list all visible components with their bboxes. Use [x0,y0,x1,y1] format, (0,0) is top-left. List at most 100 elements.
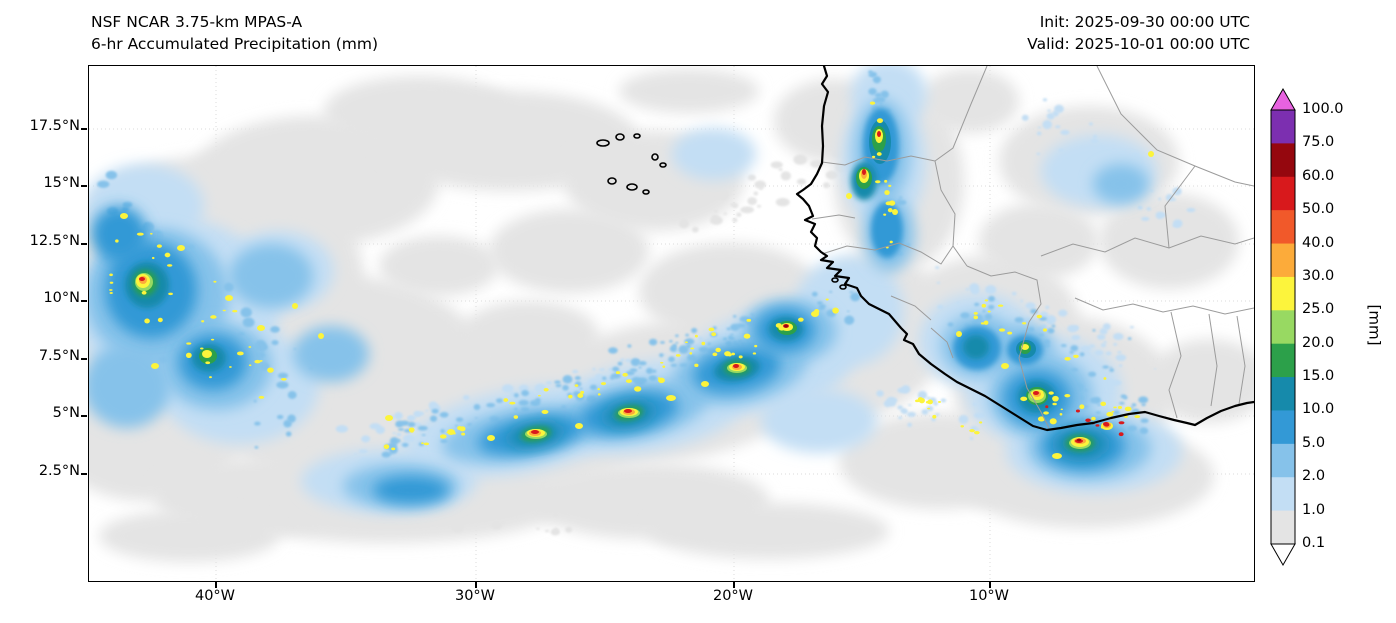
precip-blob [237,332,245,336]
precip-blob [731,352,735,356]
precip-blob [638,361,647,366]
precip-blob [988,304,995,310]
precip-blob [687,354,697,362]
precip-blob [574,376,581,380]
precip-blob [1103,422,1110,427]
precip-blob [927,399,933,405]
x-tick-mark [989,582,991,588]
precip-blob [520,407,530,412]
precip-blob [675,334,679,338]
precip-blob [318,333,324,339]
precip-blob [1129,325,1134,329]
precip-blob [432,519,440,525]
colorbar-tick-label: 25.0 [1302,301,1335,318]
precip-blob [198,303,207,310]
y-tick-label: 17.5°N [29,118,80,134]
x-tick-mark [215,582,217,588]
precip-blob [139,277,145,281]
precip-blob [660,341,665,344]
precip-blob [510,513,514,516]
colorbar [1270,88,1296,567]
precip-blob [940,398,947,403]
colorbar-tick-label: 15.0 [1302,368,1335,385]
precip-blob [460,511,465,515]
colorbar-bin [1271,310,1295,345]
country-border [1040,235,1254,257]
precip-blob [844,315,855,325]
precip-blob [694,334,698,338]
precip-blob [562,375,573,384]
precip-blob [862,169,866,175]
precip-blob [746,318,752,322]
precip-blob [754,180,766,189]
precip-blob [109,273,113,277]
precip-blob [701,341,706,346]
precip-blob [964,323,971,328]
precip-blob [425,451,429,455]
precip-blob [358,449,368,454]
precip-blob [210,315,217,319]
precip-blob [261,493,274,499]
precip-blob [935,413,940,416]
precip-blob [375,425,385,434]
precip-blob [202,490,212,498]
precip-blob [658,377,665,384]
island-outline [659,162,667,168]
precip-blob [1138,396,1149,404]
precip-blob [1073,354,1079,358]
precip-blob [711,214,719,220]
precip-blob [754,344,758,348]
precip-blob [724,351,731,357]
precip-blob [521,390,530,397]
precip-blob [1036,152,1041,156]
precip-blob [164,252,171,258]
precip-blob [936,281,941,284]
precip-blob [1141,216,1150,221]
precip-blob [1099,193,1239,289]
precip-blob [1020,299,1024,303]
precip-blob [89,344,171,428]
precip-blob [811,291,818,297]
precip-blob [690,347,695,350]
precip-blob [825,298,829,301]
precip-blob [180,489,188,496]
precip-blob [615,371,621,375]
precip-blob [832,149,844,158]
precip-blob [455,424,458,427]
precip-blob [1085,418,1091,423]
country-border [811,214,856,220]
precip-blob [421,434,426,436]
precip-blob [1020,396,1028,402]
precip-blob [1127,337,1132,340]
precip-blob [887,178,896,184]
precip-blob [747,197,757,206]
precip-blob [1036,131,1042,136]
precip-blob [684,338,695,345]
precip-blob [793,154,808,165]
precip-blob [555,383,562,388]
precip-blob [574,384,579,387]
precip-blob [829,290,833,293]
precip-blob [1087,371,1097,377]
precip-blob [798,317,804,322]
precip-blob [1097,404,1101,406]
precip-blob [210,507,213,510]
precip-blob [1037,416,1046,422]
precip-blob [637,377,648,384]
precip-blob [1141,403,1146,407]
precip-blob [489,415,500,423]
precip-blob [973,315,979,320]
y-tick-mark [81,185,87,187]
precip-blob [158,356,168,364]
precip-blob [937,304,944,310]
precip-blob [875,180,881,184]
precip-blob [509,401,516,405]
field-title: 6-hr Accumulated Precipitation (mm) [91,35,378,53]
precip-blob [715,336,722,342]
precip-blob [1099,145,1107,150]
precip-blob [486,403,496,408]
precip-blob [240,307,252,318]
precip-blob [451,521,465,533]
precip-blob [534,383,547,393]
precip-blob [753,191,759,196]
